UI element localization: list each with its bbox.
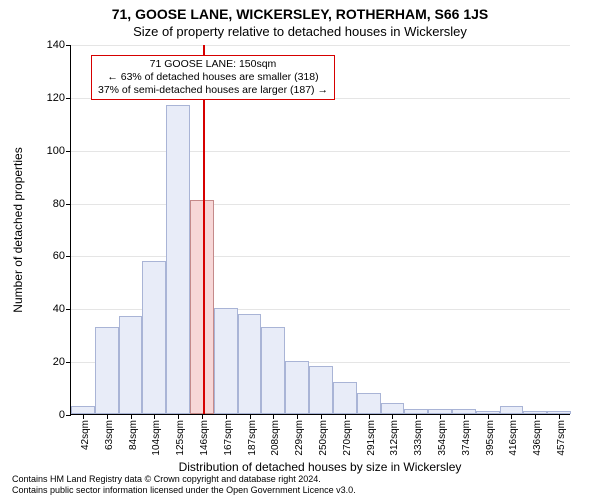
x-tick-mark xyxy=(107,414,108,419)
histogram-bar xyxy=(285,361,309,414)
histogram-bar xyxy=(261,327,285,414)
x-tick-label: 374sqm xyxy=(461,420,472,456)
x-tick-label: 104sqm xyxy=(151,420,162,456)
histogram-bar xyxy=(357,393,381,414)
footer-attribution: Contains HM Land Registry data © Crown c… xyxy=(12,474,356,496)
y-tick-label: 120 xyxy=(47,92,65,104)
gridline xyxy=(71,204,570,205)
x-tick-mark xyxy=(226,414,227,419)
x-tick-label: 457sqm xyxy=(556,420,567,456)
histogram-bar xyxy=(166,105,190,414)
y-tick-label: 20 xyxy=(53,356,65,368)
info-box-line: 37% of semi-detached houses are larger (… xyxy=(98,84,328,97)
footer-line2: Contains public sector information licen… xyxy=(12,485,356,496)
chart-plot-area: 02040608010012014042sqm63sqm84sqm104sqm1… xyxy=(70,45,570,415)
y-tick-label: 100 xyxy=(47,145,65,157)
y-tick-label: 140 xyxy=(47,39,65,51)
x-tick-label: 229sqm xyxy=(294,420,305,456)
x-tick-mark xyxy=(511,414,512,419)
y-tick-mark xyxy=(66,45,71,46)
x-tick-mark xyxy=(297,414,298,419)
x-tick-mark xyxy=(273,414,274,419)
x-tick-label: 167sqm xyxy=(223,420,234,456)
histogram-bar xyxy=(71,406,95,414)
y-tick-label: 40 xyxy=(53,303,65,315)
y-tick-label: 80 xyxy=(53,198,65,210)
x-tick-label: 187sqm xyxy=(247,420,258,456)
x-axis-title: Distribution of detached houses by size … xyxy=(70,460,570,474)
x-tick-label: 84sqm xyxy=(128,420,139,450)
x-tick-mark xyxy=(464,414,465,419)
x-tick-label: 416sqm xyxy=(508,420,519,456)
x-tick-label: 63sqm xyxy=(104,420,115,450)
x-tick-label: 250sqm xyxy=(318,420,329,456)
histogram-bar xyxy=(142,261,166,414)
y-tick-mark xyxy=(66,415,71,416)
histogram-bar xyxy=(500,406,524,414)
x-tick-label: 436sqm xyxy=(532,420,543,456)
histogram-bar xyxy=(238,314,262,414)
x-tick-mark xyxy=(250,414,251,419)
footer-line1: Contains HM Land Registry data © Crown c… xyxy=(12,474,356,485)
x-tick-mark xyxy=(202,414,203,419)
histogram-bar xyxy=(309,366,333,414)
y-tick-label: 0 xyxy=(59,409,65,421)
x-tick-label: 354sqm xyxy=(437,420,448,456)
histogram-bar xyxy=(333,382,357,414)
y-tick-mark xyxy=(66,204,71,205)
y-tick-mark xyxy=(66,98,71,99)
x-tick-mark xyxy=(345,414,346,419)
x-tick-label: 270sqm xyxy=(342,420,353,456)
info-box-line: ← 63% of detached houses are smaller (31… xyxy=(98,71,328,84)
x-tick-label: 208sqm xyxy=(270,420,281,456)
gridline xyxy=(71,151,570,152)
histogram-bar xyxy=(381,403,405,414)
y-tick-mark xyxy=(66,309,71,310)
x-tick-mark xyxy=(369,414,370,419)
x-tick-mark xyxy=(178,414,179,419)
x-tick-mark xyxy=(535,414,536,419)
page-title-line1: 71, GOOSE LANE, WICKERSLEY, ROTHERHAM, S… xyxy=(0,6,600,22)
histogram-bar xyxy=(214,308,238,414)
x-tick-mark xyxy=(154,414,155,419)
y-tick-label: 60 xyxy=(53,250,65,262)
x-tick-mark xyxy=(131,414,132,419)
x-tick-label: 395sqm xyxy=(485,420,496,456)
x-tick-mark xyxy=(440,414,441,419)
x-tick-label: 333sqm xyxy=(413,420,424,456)
gridline xyxy=(71,45,570,46)
page-root: 71, GOOSE LANE, WICKERSLEY, ROTHERHAM, S… xyxy=(0,0,600,500)
x-tick-label: 312sqm xyxy=(389,420,400,456)
info-box: 71 GOOSE LANE: 150sqm← 63% of detached h… xyxy=(91,55,335,100)
x-tick-mark xyxy=(559,414,560,419)
y-tick-mark xyxy=(66,362,71,363)
histogram-bar xyxy=(119,316,143,414)
y-axis-title: Number of detached properties xyxy=(11,147,25,312)
histogram-bar xyxy=(190,200,214,414)
x-tick-label: 291sqm xyxy=(366,420,377,456)
x-tick-mark xyxy=(488,414,489,419)
x-tick-mark xyxy=(321,414,322,419)
x-tick-label: 125sqm xyxy=(175,420,186,456)
x-tick-mark xyxy=(83,414,84,419)
x-tick-mark xyxy=(392,414,393,419)
y-tick-mark xyxy=(66,151,71,152)
page-title-line2: Size of property relative to detached ho… xyxy=(0,24,600,39)
gridline xyxy=(71,256,570,257)
y-tick-mark xyxy=(66,256,71,257)
info-box-line: 71 GOOSE LANE: 150sqm xyxy=(98,58,328,71)
histogram-bar xyxy=(95,327,119,414)
x-tick-label: 146sqm xyxy=(199,420,210,456)
x-tick-label: 42sqm xyxy=(80,420,91,450)
x-tick-mark xyxy=(416,414,417,419)
